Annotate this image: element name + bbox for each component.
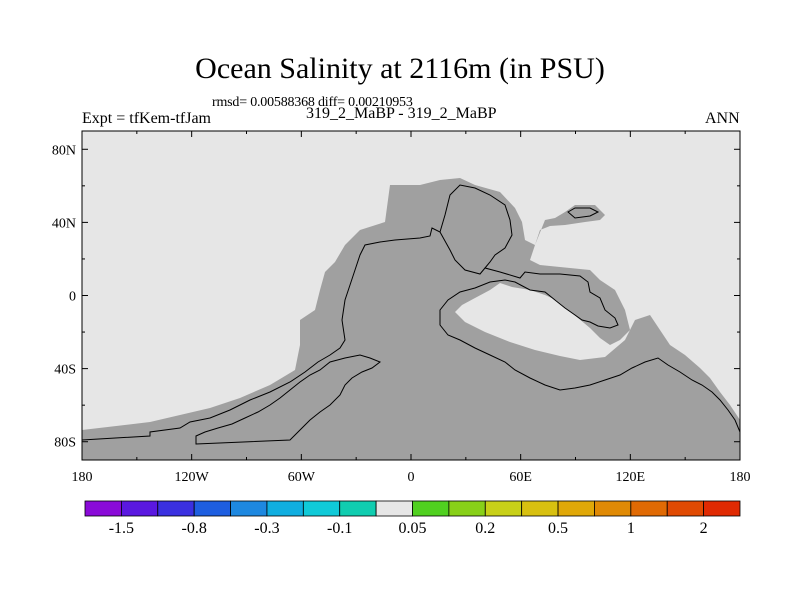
x-tick-label: 120E [616,470,646,485]
colorbar-label: 1 [627,520,635,537]
colorbar-label: -1.5 [109,520,134,537]
contour-line [81,227,741,441]
colorbar-swatch [703,500,741,517]
colorbar-swatch [339,500,377,517]
colorbar-swatch [594,500,632,517]
colorbar-swatch [302,500,341,517]
zero-contour-lines [81,184,741,445]
experiment-label: Expt = tfKem-tfJam [82,110,211,127]
colorbar-swatch [448,500,486,517]
y-tick-label: 80S [54,436,76,451]
contour-line [439,184,513,269]
colorbar-swatch [484,500,523,517]
x-tick-label: 0 [408,470,415,485]
x-tick-label: 180 [730,470,751,485]
contour-line [195,354,382,445]
colorbar-label: 0.5 [548,520,568,537]
x-tick-label: 60W [288,470,316,485]
y-tick-label: 40S [54,363,76,378]
season-label: ANN [705,110,740,127]
colorbar-label: -0.8 [182,520,207,537]
colorbar-swatch [412,500,450,517]
y-tick-label: 0 [69,290,76,305]
colorbar-swatch [193,500,231,517]
colorbar-swatch [230,500,268,517]
colorbar-swatch [630,500,668,517]
rmsd-diff-stats: rmsd= 0.00588368 diff= 0.00210953 [212,95,413,110]
colorbar-label: -0.1 [327,520,352,537]
colorbar-swatch [120,500,159,517]
y-tick-label: 80N [52,143,76,158]
colorbar: -1.5 -0.8 -0.3 -0.1 0.05 0.2 0.5 1 2 [84,500,741,537]
contour-line [567,207,600,219]
colorbar-label: 0.2 [475,520,495,537]
case-label: 319_2_MaBP - 319_2_MaBP [306,105,497,122]
map-plot-area: 180 120W 60W 0 60E 120E 180 80N 40N 0 40S 80S [52,130,751,485]
x-tick-label: 180 [72,470,93,485]
colorbar-label: 2 [700,520,708,537]
colorbar-swatch [266,500,304,517]
map-title: Ocean Salinity at 2116m (in PSU) [195,52,605,85]
colorbar-swatch [157,500,195,517]
colorbar-swatch [84,500,122,517]
x-tick-label: 120W [175,470,210,485]
x-tick-label: 60E [509,470,532,485]
colorbar-label: -0.3 [254,520,279,537]
colorbar-swatch [521,500,559,517]
ocean-basin-fill [82,178,740,460]
colorbar-swatch [557,500,595,517]
y-tick-label: 40N [52,216,76,231]
colorbar-label: 0.05 [399,520,427,537]
colorbar-swatch [375,500,413,517]
axis-ticks: 180 120W 60W 0 60E 120E 180 80N 40N 0 40S 80S [52,131,751,485]
colorbar-swatch [666,500,705,517]
